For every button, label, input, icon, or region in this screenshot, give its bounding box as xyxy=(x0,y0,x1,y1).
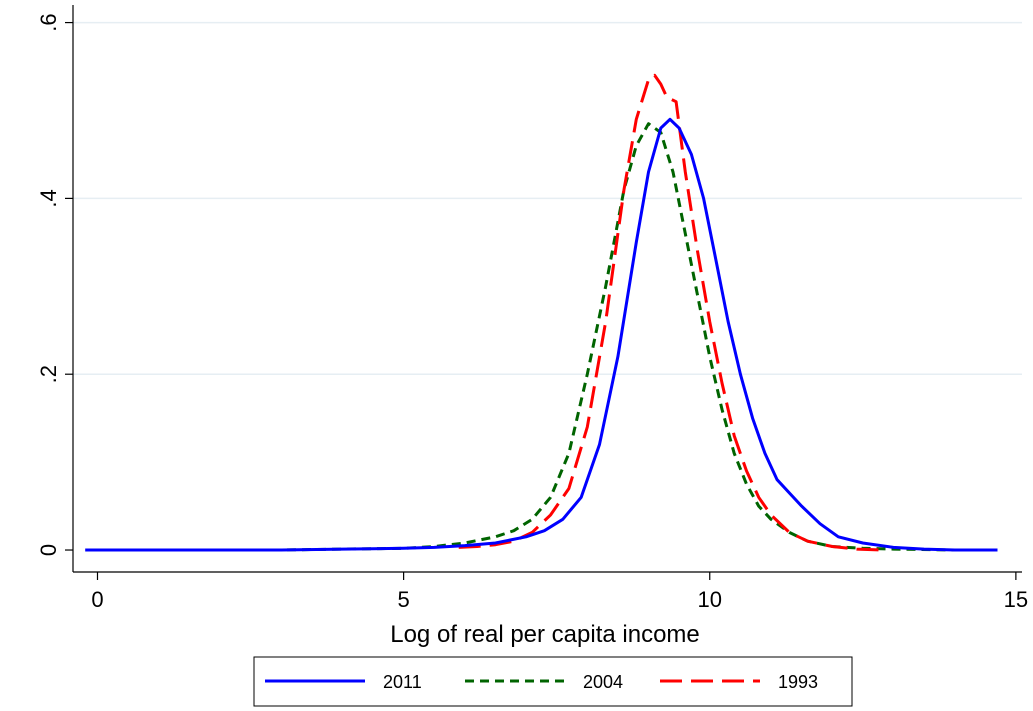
x-tick-label: 10 xyxy=(698,587,722,612)
x-axis-ticks: 0 5 10 15 xyxy=(91,572,1028,612)
series-line-1993 xyxy=(458,73,882,552)
legend-label-1993: 1993 xyxy=(778,672,818,692)
legend: 2011 2004 1993 xyxy=(253,656,853,707)
legend-label-2004: 2004 xyxy=(583,672,623,692)
series-line-2011 xyxy=(85,117,998,552)
gridlines xyxy=(73,21,1022,375)
legend-items: 2011 2004 1993 xyxy=(265,672,818,692)
y-tick-label: .4 xyxy=(36,189,61,207)
y-tick-label: .6 xyxy=(36,13,61,31)
y-axis-ticks: 0 .2 .4 .6 xyxy=(36,13,73,556)
series-lines xyxy=(85,73,998,552)
x-tick-label: 0 xyxy=(91,587,103,612)
series-line-2004 xyxy=(122,122,986,552)
x-tick-label: 15 xyxy=(1004,587,1028,612)
y-tick-label: .2 xyxy=(36,365,61,383)
legend-label-2011: 2011 xyxy=(383,672,422,692)
x-axis-title: Log of real per capita income xyxy=(390,621,700,648)
y-tick-label: 0 xyxy=(36,544,61,556)
x-tick-label: 5 xyxy=(397,587,409,612)
